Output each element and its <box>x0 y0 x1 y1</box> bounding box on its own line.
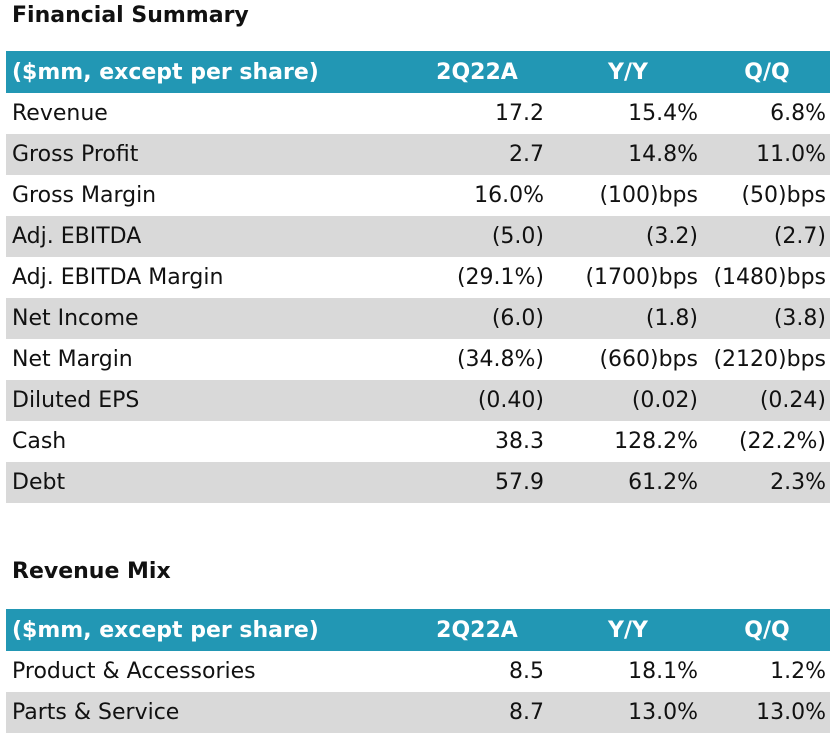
value-yoy: 14.8% <box>552 134 704 175</box>
row-label: Net Income <box>6 298 402 339</box>
value-2q22a: (5.0) <box>402 216 552 257</box>
table-row: Cash 38.3 128.2% (22.2%) <box>6 421 830 462</box>
table-row: Product & Accessories 8.5 18.1% 1.2% <box>6 651 830 692</box>
column-header-period: 2Q22A <box>402 609 552 651</box>
value-yoy: 13.0% <box>552 692 704 733</box>
row-label: Adj. EBITDA <box>6 216 402 257</box>
value-yoy: (3.2) <box>552 216 704 257</box>
value-qoq: 2.3% <box>704 462 830 503</box>
value-qoq: (0.24) <box>704 380 830 421</box>
row-label: Adj. EBITDA Margin <box>6 257 402 298</box>
value-yoy: (0.02) <box>552 380 704 421</box>
table-row: Revenue 17.2 15.4% 6.8% <box>6 93 830 134</box>
value-yoy: 15.4% <box>552 93 704 134</box>
column-header-yoy: Y/Y <box>552 609 704 651</box>
table-row: Gross Margin 16.0% (100)bps (50)bps <box>6 175 830 216</box>
value-2q22a: 16.0% <box>402 175 552 216</box>
table-row: Debt 57.9 61.2% 2.3% <box>6 462 830 503</box>
revenue-mix-table: ($mm, except per share) 2Q22A Y/Y Q/Q Pr… <box>6 609 830 733</box>
value-qoq: (22.2%) <box>704 421 830 462</box>
row-label: Debt <box>6 462 402 503</box>
value-2q22a: 2.7 <box>402 134 552 175</box>
table-row: Parts & Service 8.7 13.0% 13.0% <box>6 692 830 733</box>
value-2q22a: 17.2 <box>402 93 552 134</box>
row-label: Diluted EPS <box>6 380 402 421</box>
column-header-yoy: Y/Y <box>552 51 704 93</box>
value-qoq: 13.0% <box>704 692 830 733</box>
value-2q22a: 38.3 <box>402 421 552 462</box>
column-header-metric: ($mm, except per share) <box>6 51 402 93</box>
value-qoq: (50)bps <box>704 175 830 216</box>
value-2q22a: (34.8%) <box>402 339 552 380</box>
value-yoy: (1.8) <box>552 298 704 339</box>
row-label: Cash <box>6 421 402 462</box>
table-row: Adj. EBITDA (5.0) (3.2) (2.7) <box>6 216 830 257</box>
column-header-qoq: Q/Q <box>704 51 830 93</box>
row-label: Parts & Service <box>6 692 402 733</box>
value-qoq: (1480)bps <box>704 257 830 298</box>
row-label: Product & Accessories <box>6 651 402 692</box>
value-2q22a: 57.9 <box>402 462 552 503</box>
column-header-metric: ($mm, except per share) <box>6 609 402 651</box>
value-2q22a: 8.5 <box>402 651 552 692</box>
row-label: Net Margin <box>6 339 402 380</box>
table-header-row: ($mm, except per share) 2Q22A Y/Y Q/Q <box>6 51 830 93</box>
revenue-mix-title: Revenue Mix <box>12 559 171 584</box>
table-row: Net Income (6.0) (1.8) (3.8) <box>6 298 830 339</box>
table-row: Diluted EPS (0.40) (0.02) (0.24) <box>6 380 830 421</box>
value-yoy: (660)bps <box>552 339 704 380</box>
financial-summary-table: ($mm, except per share) 2Q22A Y/Y Q/Q Re… <box>6 51 830 503</box>
value-2q22a: 8.7 <box>402 692 552 733</box>
table-row: Gross Profit 2.7 14.8% 11.0% <box>6 134 830 175</box>
column-header-period: 2Q22A <box>402 51 552 93</box>
table-row: Adj. EBITDA Margin (29.1%) (1700)bps (1480)… <box>6 257 830 298</box>
row-label: Gross Profit <box>6 134 402 175</box>
value-2q22a: (6.0) <box>402 298 552 339</box>
value-yoy: 128.2% <box>552 421 704 462</box>
value-yoy: (100)bps <box>552 175 704 216</box>
row-label: Gross Margin <box>6 175 402 216</box>
financial-summary-title: Financial Summary <box>12 3 249 28</box>
value-yoy: (1700)bps <box>552 257 704 298</box>
row-label: Revenue <box>6 93 402 134</box>
table-row: Net Margin (34.8%) (660)bps (2120)bps <box>6 339 830 380</box>
column-header-qoq: Q/Q <box>704 609 830 651</box>
value-qoq: 6.8% <box>704 93 830 134</box>
value-2q22a: (0.40) <box>402 380 552 421</box>
value-yoy: 18.1% <box>552 651 704 692</box>
value-qoq: 1.2% <box>704 651 830 692</box>
value-qoq: (2.7) <box>704 216 830 257</box>
value-qoq: (3.8) <box>704 298 830 339</box>
table-header-row: ($mm, except per share) 2Q22A Y/Y Q/Q <box>6 609 830 651</box>
value-qoq: 11.0% <box>704 134 830 175</box>
value-qoq: (2120)bps <box>704 339 830 380</box>
value-2q22a: (29.1%) <box>402 257 552 298</box>
value-yoy: 61.2% <box>552 462 704 503</box>
